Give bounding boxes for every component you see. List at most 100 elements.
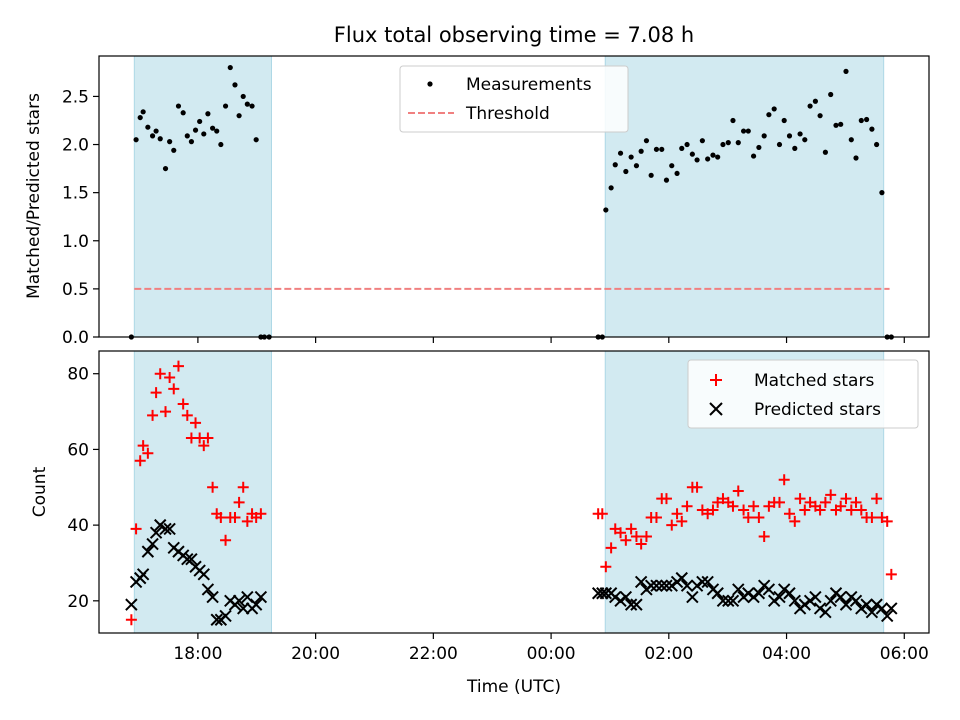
predicted-star-point — [798, 598, 812, 611]
measurement-point — [858, 117, 864, 124]
y-tick-label: 20 — [67, 592, 89, 612]
predicted-star-point — [210, 613, 223, 626]
measurement-point — [699, 138, 705, 144]
bottom-y-ticks: 20 40 60 80 — [67, 365, 99, 612]
y-tick-label: 80 — [67, 365, 89, 385]
matched-star-point — [650, 512, 662, 524]
legend-label-predicted: Predicted stars — [754, 400, 881, 420]
matched-star-point — [660, 493, 672, 505]
y-tick-label: 40 — [67, 516, 89, 536]
matched-star-point — [172, 360, 184, 372]
matched-star-point — [794, 493, 806, 505]
predicted-star-point — [696, 575, 709, 589]
measurement-point — [864, 116, 870, 123]
matched-star-point — [681, 500, 693, 512]
measurement-point — [617, 150, 624, 156]
predicted-star-point — [762, 583, 776, 596]
matched-star-point — [202, 432, 214, 444]
measurement-point — [145, 124, 151, 130]
measurement-point — [663, 177, 670, 183]
matched-star-point — [758, 530, 770, 542]
matched-star-point — [177, 398, 189, 410]
predicted-star-point — [159, 522, 172, 536]
measurement-point — [157, 136, 163, 142]
matched-star-point — [150, 387, 162, 399]
x-axis-label: Time (UTC) — [466, 677, 561, 697]
predicted-star-point — [614, 594, 627, 608]
measurement-point — [792, 145, 798, 151]
measurement-point — [240, 93, 246, 100]
matched-star-point — [835, 500, 847, 512]
matched-star-point — [620, 534, 632, 546]
measurement-point — [781, 117, 787, 124]
matched-star-point — [207, 481, 219, 493]
x-tick-label: 06:00 — [880, 644, 929, 664]
legend-label-measurements: Measurements — [466, 75, 592, 95]
matched-star-point — [220, 534, 232, 546]
x-tick-label: 02:00 — [644, 644, 693, 664]
matched-star-point — [596, 508, 608, 520]
matched-star-point — [147, 409, 159, 421]
measurement-point — [167, 139, 173, 145]
matched-star-point — [855, 504, 867, 516]
matched-star-point — [819, 496, 831, 508]
measurement-point — [180, 110, 186, 116]
predicted-star-point — [141, 545, 155, 558]
top-axes-frame — [98, 55, 930, 338]
matched-star-point — [255, 508, 267, 520]
matched-star-point — [814, 504, 826, 516]
predicted-star-point — [219, 609, 232, 623]
matched-star-point — [630, 530, 642, 542]
measurement-point — [222, 103, 229, 109]
predicted-star-point — [660, 579, 673, 592]
predicted-star-point — [675, 571, 688, 585]
matched-star-point — [840, 493, 852, 505]
measurement-point — [807, 103, 813, 109]
measurement-point — [171, 147, 177, 153]
matched-star-point — [215, 512, 227, 524]
observing-window-2 — [604, 55, 885, 338]
measurement-point — [648, 172, 654, 178]
predicted-star-point — [655, 579, 668, 592]
predicted-star-point — [752, 587, 766, 600]
measurement-point — [802, 137, 808, 143]
legend-label-threshold: Threshold — [465, 104, 550, 124]
predicted-star-point — [788, 594, 801, 608]
predicted-star-point — [773, 590, 786, 604]
predicted-star-point — [839, 598, 853, 611]
matched-star-point — [134, 455, 146, 467]
predicted-star-point — [201, 583, 215, 596]
predicted-star-point — [880, 609, 894, 623]
matched-star-point — [783, 508, 795, 520]
measurement-point — [603, 207, 609, 213]
matched-stars-points — [125, 360, 897, 626]
predicted-star-point — [783, 587, 796, 600]
measurement-point — [843, 68, 849, 74]
predicted-star-point — [701, 575, 714, 589]
legend-box — [687, 359, 919, 429]
predicted-star-point — [596, 587, 609, 600]
measurement-point — [244, 101, 250, 107]
predicted-stars-points — [125, 518, 898, 626]
counts-panel: 20 40 60 80 18:00 20:00 22:00 00:00 02:00 04:00 0… — [30, 350, 930, 697]
measurement-point — [253, 137, 259, 143]
predicted-star-point — [680, 579, 694, 592]
matched-star-point — [789, 515, 801, 527]
matched-star-point — [845, 504, 857, 516]
measurement-point — [227, 64, 233, 71]
predicted-star-point — [237, 602, 250, 615]
predicted-star-point — [742, 587, 755, 600]
matched-star-point — [130, 523, 142, 535]
matched-star-point — [727, 500, 739, 512]
matched-star-point — [229, 512, 241, 524]
matched-star-point — [666, 519, 678, 531]
predicted-star-point — [624, 598, 638, 611]
measurement-point — [674, 170, 680, 177]
top-y-axis-label: Matched/Predicted stars — [24, 93, 44, 299]
measurement-point — [638, 148, 644, 154]
matched-star-point — [885, 568, 897, 580]
matched-star-point — [605, 542, 617, 554]
measurement-point — [710, 152, 716, 158]
predicted-star-point — [599, 587, 613, 600]
